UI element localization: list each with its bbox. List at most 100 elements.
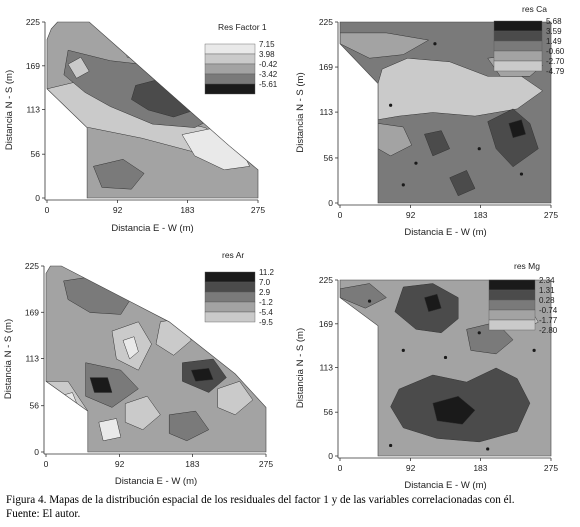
contour-point [401, 348, 405, 352]
x-axis-label: Distancia E - W (m) [115, 476, 197, 487]
x-axis-label: Distancia E - W (m) [111, 223, 193, 234]
y-tick-label: 56 [31, 149, 41, 159]
legend-level-label: -3.42 [259, 70, 278, 79]
y-axis-label: Distancia N - S (m) [4, 70, 15, 150]
x-tick-label: 92 [406, 210, 416, 220]
y-tick-label: 225 [25, 261, 39, 271]
x-tick-label: 275 [544, 463, 558, 473]
x-tick-label: 275 [259, 459, 273, 469]
legend-swatch [493, 40, 543, 52]
legend-level-label: 2.34 [539, 276, 555, 285]
contour-zone [377, 57, 544, 120]
contour-zone [217, 381, 254, 416]
legend-swatch [493, 30, 543, 42]
contour-point [401, 183, 405, 187]
legend-swatch [204, 291, 256, 303]
legend: res Ar 11.27.02.9-1.2-5.4-9.5 [204, 250, 275, 327]
y-tick-label: 169 [319, 319, 333, 329]
contour-zone [98, 418, 122, 442]
y-tick-label: 113 [25, 354, 39, 364]
legend-level-label: -5.4 [259, 308, 273, 317]
legend-swatch [204, 73, 256, 85]
legend-level-label: 1.49 [546, 37, 562, 46]
figure-caption: Figura 4. Mapas de la distribución espac… [6, 494, 576, 521]
x-axis-label: Distancia E - W (m) [404, 480, 486, 491]
contour-zone [508, 119, 527, 139]
x-tick-label: 183 [473, 463, 487, 473]
legend-swatch [493, 50, 543, 62]
y-tick-label: 225 [26, 17, 40, 27]
contour-map-panel: 0 92 183 275 0 56 113 169 225 Distancia E - W (m)… [295, 261, 558, 491]
contour-point [367, 299, 372, 303]
legend-level-label: -4.79 [546, 67, 565, 76]
contour-point [433, 42, 437, 46]
legend-swatch [488, 299, 536, 311]
contour-zone [85, 362, 139, 408]
contour-point [389, 103, 393, 107]
contour-zone [67, 56, 90, 79]
contour-zone [340, 32, 430, 59]
contour-zone [122, 336, 139, 360]
map-boundary [339, 279, 552, 457]
legend-swatch [204, 83, 256, 95]
y-tick-label: 0 [35, 193, 40, 203]
contour-point [486, 447, 490, 451]
legend: res Mg 2.341.310.28-0.74-1.77-2.80 [488, 261, 558, 335]
y-tick-label: 113 [319, 363, 333, 373]
legend-swatch [488, 319, 536, 331]
legend-level-label: 0.28 [539, 296, 555, 305]
legend-swatch [204, 311, 256, 323]
y-tick-label: 56 [324, 407, 334, 417]
legend-level-label: -2.80 [539, 326, 558, 335]
legend-level-label: -0.60 [546, 47, 565, 56]
legend-level-label: 5.68 [546, 17, 562, 26]
legend-level-label: 11.2 [259, 268, 275, 277]
legend-swatch [204, 301, 256, 313]
y-axis-label: Distancia N - S (m) [295, 328, 306, 408]
contour-zone [89, 377, 113, 393]
legend-title: res Ca [522, 4, 547, 14]
x-tick-label: 183 [473, 210, 487, 220]
map-boundary [46, 21, 259, 199]
legend-swatch [204, 63, 256, 75]
contour-zone [168, 410, 210, 442]
contour-point [414, 161, 418, 165]
legend-level-label: -9.5 [259, 318, 273, 327]
x-tick-label: 275 [544, 210, 558, 220]
legend-level-label: 7.0 [259, 278, 271, 287]
contour-point [532, 348, 536, 352]
x-tick-label: 92 [115, 459, 125, 469]
caption-line-1: Figura 4. Mapas de la distribución espac… [6, 494, 515, 506]
x-tick-label: 183 [180, 205, 194, 215]
legend-level-label: -0.74 [539, 306, 558, 315]
contour-point [443, 355, 448, 360]
legend-swatch [204, 271, 256, 283]
x-tick-label: 92 [113, 205, 123, 215]
contour-map-panel: 0 92 183 275 0 56 113 169 225 Distancia E - W (m)… [295, 4, 565, 238]
legend-title: res Mg [514, 261, 540, 271]
x-tick-label: 0 [338, 463, 343, 473]
y-tick-label: 56 [324, 153, 334, 163]
x-tick-label: 0 [45, 205, 50, 215]
legend-swatch [488, 289, 536, 301]
contour-zone [424, 293, 442, 313]
contour-zone [124, 395, 161, 430]
legend-swatch [204, 53, 256, 65]
y-tick-label: 225 [319, 275, 333, 285]
legend-title: res Ar [222, 250, 244, 260]
legend-level-label: -1.2 [259, 298, 273, 307]
contour-zone [190, 368, 214, 382]
x-axis-label: Distancia E - W (m) [404, 227, 486, 238]
legend-swatch [204, 43, 256, 55]
legend-swatch [493, 60, 543, 72]
legend-level-label: 2.9 [259, 288, 271, 297]
y-tick-label: 56 [30, 401, 40, 411]
map-boundary [339, 21, 552, 204]
y-tick-label: 113 [26, 105, 40, 115]
contour-point [519, 172, 524, 176]
legend: res Ca 5.683.591.49-0.60-2.70-4.79 [493, 4, 565, 76]
legend-swatch [493, 20, 543, 32]
legend-level-label: -1.77 [539, 316, 558, 325]
y-tick-label: 169 [26, 61, 40, 71]
